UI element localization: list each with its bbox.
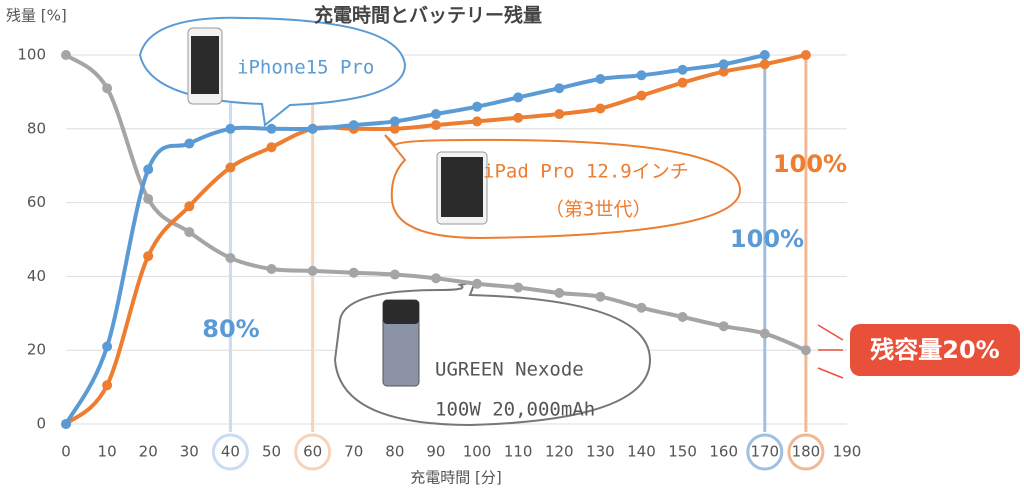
point [348,120,359,131]
annotation: 100% [730,225,804,253]
point [677,77,688,88]
point [143,164,154,175]
point [513,282,524,293]
point [307,265,318,276]
x-tick-label: 90 [426,443,445,461]
x-tick-label: 190 [833,443,862,461]
point [677,64,688,75]
x-tick-label: 100 [463,443,492,461]
x-tick-label: 70 [344,443,363,461]
point [554,109,565,120]
x-tick-label: 160 [709,443,738,461]
point [513,92,524,103]
point [800,50,811,60]
annotation: 100% [773,150,847,178]
point [266,264,277,275]
x-tick-label: 20 [139,443,158,461]
point [636,70,647,81]
x-tick-label: 150 [668,443,697,461]
annotation: 80% [202,315,259,343]
point [718,321,729,332]
point [759,59,770,70]
point [348,267,359,278]
point [389,269,400,280]
point [554,288,565,299]
y-axis-label: 残量 [%] [6,7,67,25]
point [595,103,606,114]
x-axis-label: 充電時間 [分] [410,469,501,487]
point [184,227,195,238]
chart-title: 充電時間とバッテリー残量 [314,4,542,27]
point [800,345,811,356]
highlight-circle [746,433,784,471]
point [307,123,318,134]
x-tick-label: 170 [750,443,779,461]
point [677,311,688,322]
highlight-circle [294,433,332,471]
point [718,66,729,77]
y-tick-label: 80 [27,119,46,137]
point [554,83,565,94]
point [595,73,606,84]
x-tick-label: 10 [98,443,117,461]
legend-label: iPhone15 Pro [237,57,374,79]
y-tick-label: 20 [27,341,46,359]
point [636,90,647,101]
legend-label: UGREEN Nexode [435,359,584,381]
y-tick-label: 60 [27,193,46,211]
point [759,50,770,60]
x-tick-label: 50 [262,443,281,461]
point [472,101,483,112]
point [102,341,113,352]
point [389,123,400,134]
x-tick-label: 180 [792,443,821,461]
point [718,59,729,70]
point [472,278,483,289]
y-tick-label: 0 [36,415,46,433]
x-tick-label: 0 [61,443,71,461]
x-tick-label: 110 [504,443,533,461]
point [759,328,770,339]
annotation: （第3世代） [545,199,651,221]
legend-label: iPad Pro 12.9インチ [483,161,689,183]
point [430,109,441,120]
point [143,251,154,262]
point [61,50,71,60]
highlight-circle [211,433,249,471]
point [225,162,236,173]
point [389,116,400,127]
point [430,273,441,284]
x-tick-label: 60 [303,443,322,461]
point [430,120,441,131]
x-tick-label: 80 [385,443,404,461]
point [184,138,195,149]
point [184,201,195,212]
point [102,380,113,391]
point [513,112,524,123]
x-tick-label: 40 [221,443,240,461]
x-tick-label: 140 [627,443,656,461]
x-tick-label: 120 [545,443,574,461]
point [595,291,606,302]
point [266,123,277,134]
point [636,302,647,313]
point [472,116,483,127]
annotation: 100W 20,000mAh [435,399,595,421]
point [225,123,236,134]
y-tick-label: 100 [17,46,46,64]
point [61,419,71,429]
x-tick-label: 30 [180,443,199,461]
point [266,142,277,153]
point [102,83,113,94]
point [143,193,154,204]
point [225,252,236,263]
highlight-circle [787,433,825,471]
bubbles [138,16,1020,427]
annotation: 残容量20% [870,336,999,364]
x-tick-label: 130 [586,443,615,461]
y-tick-label: 40 [27,267,46,285]
